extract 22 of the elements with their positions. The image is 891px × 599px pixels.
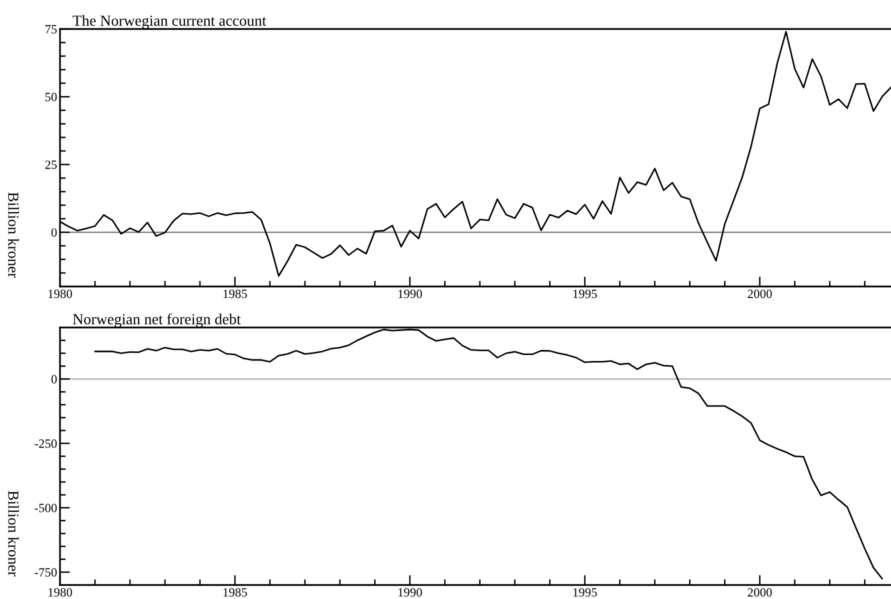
y-tick-label: 75 xyxy=(46,25,57,34)
y-tick-label: 50 xyxy=(45,92,57,102)
y-tick-label: 0 xyxy=(51,375,57,384)
chart-title: Norwegian net foreign debt xyxy=(72,313,241,328)
y-tick-label: -500 xyxy=(34,504,57,512)
chart-title: The Norwegian current account xyxy=(72,15,266,29)
y-tick-label: 0 xyxy=(51,228,57,237)
x-tick-label: 1990 xyxy=(398,588,422,597)
x-tick-label: 1980 xyxy=(48,588,72,597)
y-tick-label: 25 xyxy=(45,160,57,169)
x-tick-label: 1985 xyxy=(224,588,247,597)
y-tick-label: -250 xyxy=(34,439,57,448)
x-tick-label: 1985 xyxy=(224,290,247,298)
x-tick-label: 1990 xyxy=(398,290,422,298)
x-tick-label: 2000 xyxy=(748,290,772,298)
x-tick-label: 1995 xyxy=(573,588,597,597)
x-tick-label: 1995 xyxy=(573,290,597,298)
x-tick-label: 2000 xyxy=(748,588,772,597)
x-tick-label: 1980 xyxy=(48,290,72,298)
y-axis-title: Billion kroner xyxy=(8,192,19,278)
y-tick-label: -750 xyxy=(34,568,57,577)
y-axis-title: Billion kroner xyxy=(8,490,19,576)
